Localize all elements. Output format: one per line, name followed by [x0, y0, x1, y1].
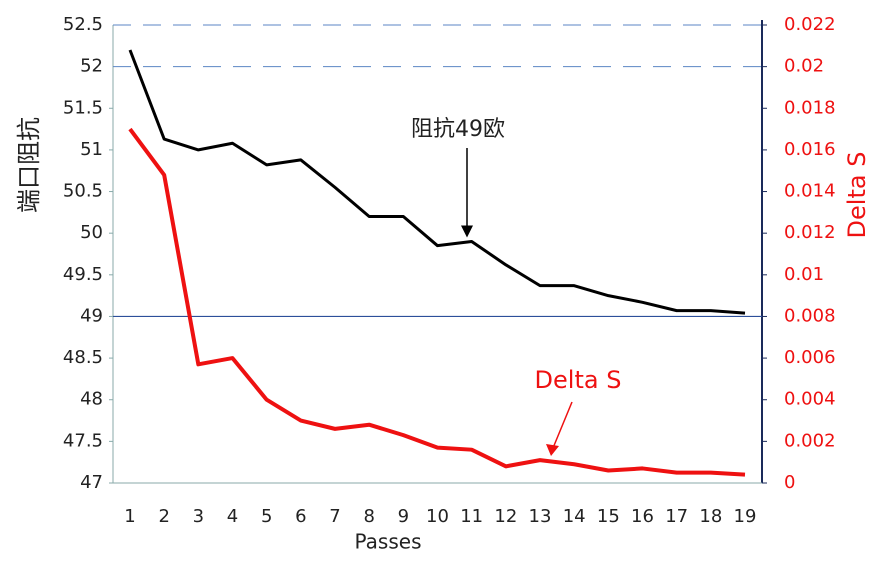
- y-tick-label: 47: [80, 472, 103, 493]
- y-tick-label: 51: [80, 139, 103, 160]
- y-tick-label: 52.5: [63, 14, 103, 35]
- y2-tick-label: 0.022: [784, 14, 836, 35]
- y2-tick-label: 0.016: [784, 139, 836, 160]
- arrow-head: [546, 444, 559, 456]
- annotation: Delta S: [535, 366, 622, 394]
- x-tick-label: 19: [734, 506, 757, 527]
- annotation: 阻抗49欧: [411, 117, 505, 142]
- x-tick-label: 13: [529, 506, 552, 527]
- y2-tick-label: 0.01: [784, 264, 824, 285]
- arrow-head: [461, 225, 473, 238]
- x-tick-label: 18: [699, 506, 722, 527]
- x-tick-label: 10: [426, 506, 449, 527]
- x-tick-label: 12: [494, 506, 517, 527]
- y-tick-label: 51.5: [63, 97, 103, 118]
- y2-tick-label: 0: [784, 472, 795, 493]
- x-tick-label: 6: [295, 506, 306, 527]
- x-tick-label: 5: [261, 506, 272, 527]
- y2-tick-label: 0.02: [784, 56, 824, 77]
- y-axis-label: 端口阻抗: [15, 117, 43, 213]
- y-tick-label: 52: [80, 56, 103, 77]
- x-tick-label: 8: [363, 506, 374, 527]
- x-tick-label: 17: [665, 506, 688, 527]
- y2-tick-label: 0.014: [784, 181, 836, 202]
- y2-tick-label: 0.018: [784, 97, 836, 118]
- x-axis-label: Passes: [355, 530, 422, 554]
- y2-axis-label: Delta S: [843, 152, 871, 239]
- x-tick-label: 1: [124, 506, 135, 527]
- x-tick-label: 2: [158, 506, 169, 527]
- y-tick-label: 47.5: [63, 430, 103, 451]
- x-tick-label: 15: [597, 506, 620, 527]
- y2-tick-label: 0.006: [784, 347, 836, 368]
- y-tick-label: 48.5: [63, 347, 103, 368]
- x-tick-label: 4: [227, 506, 238, 527]
- series-line: [128, 49, 746, 315]
- x-tick-label: 14: [563, 506, 586, 527]
- x-tick-label: 11: [460, 506, 483, 527]
- annotation-arrow: [552, 401, 573, 449]
- y2-tick-label: 0.004: [784, 389, 836, 410]
- y-tick-label: 48: [80, 389, 103, 410]
- y-tick-label: 50: [80, 222, 103, 243]
- y2-tick-label: 0.008: [784, 305, 836, 326]
- x-tick-label: 16: [631, 506, 654, 527]
- y-tick-label: 50.5: [63, 181, 103, 202]
- y-tick-label: 49.5: [63, 264, 103, 285]
- x-tick-label: 3: [193, 506, 204, 527]
- y2-tick-label: 0.012: [784, 222, 836, 243]
- x-tick-label: 9: [398, 506, 409, 527]
- y2-tick-label: 0.002: [784, 430, 836, 451]
- y-tick-label: 49: [80, 305, 103, 326]
- series-line: [128, 127, 746, 477]
- x-tick-label: 7: [329, 506, 340, 527]
